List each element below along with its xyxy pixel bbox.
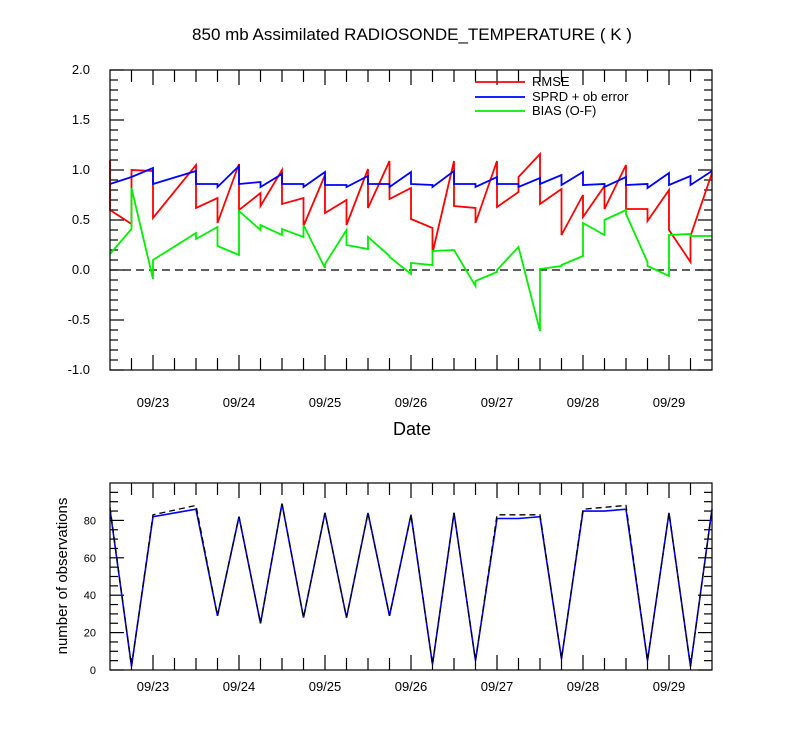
series-line-bias-o-f bbox=[109, 187, 712, 332]
x-axis-label: Date bbox=[393, 419, 431, 439]
x-tick-label: 09/23 bbox=[137, 395, 170, 410]
series-line-sprd-ob-error bbox=[109, 163, 713, 190]
x-tick-label: 09/25 bbox=[309, 395, 342, 410]
y-tick-label: 0.5 bbox=[72, 212, 90, 227]
y-tick-label: -1.0 bbox=[68, 362, 90, 377]
y-tick-label: 40 bbox=[84, 590, 96, 602]
y-tick-label: 2.0 bbox=[72, 62, 90, 77]
y-tick-label: 1.0 bbox=[72, 162, 90, 177]
top-chart-frame bbox=[109, 69, 713, 371]
y-tick-label: -0.5 bbox=[68, 312, 90, 327]
series-line-rmse bbox=[109, 151, 713, 265]
top-chart-tick-labels: 09/23 09/24 09/25 09/26 09/27 09/28 09/29 -1.0 -… bbox=[68, 62, 686, 410]
y-tick-label: 20 bbox=[84, 628, 96, 640]
y-tick-label: 60 bbox=[84, 553, 96, 565]
series-line-possible bbox=[109, 503, 713, 667]
x-tick-label: 09/26 bbox=[395, 679, 428, 694]
x-tick-label: 09/23 bbox=[137, 679, 170, 694]
bottom-chart-tick-labels: 09/23 09/24 09/25 09/26 09/27 09/28 09/29 0 20 40… bbox=[84, 515, 686, 694]
top-chart-series bbox=[109, 151, 713, 332]
legend: RMSE SPRD + ob error BIAS (O-F) bbox=[475, 74, 629, 118]
legend-label-sprd: SPRD + ob error bbox=[532, 89, 629, 104]
top-chart-ticks bbox=[110, 69, 712, 371]
bottom-chart-series bbox=[109, 503, 713, 667]
x-tick-label: 09/28 bbox=[567, 395, 600, 410]
legend-label-rmse: RMSE bbox=[532, 74, 570, 89]
legend-label-bias: BIAS (O-F) bbox=[532, 103, 596, 118]
x-tick-label: 09/29 bbox=[653, 395, 686, 410]
y-axis-label-observations: number of observations bbox=[54, 498, 71, 655]
x-tick-label: 09/28 bbox=[567, 679, 600, 694]
x-tick-label: 09/24 bbox=[223, 679, 256, 694]
y-tick-label: 1.5 bbox=[72, 112, 90, 127]
y-tick-label: 80 bbox=[84, 515, 96, 527]
x-tick-label: 09/27 bbox=[481, 679, 514, 694]
bottom-chart-ticks bbox=[110, 483, 712, 671]
x-tick-label: 09/27 bbox=[481, 395, 514, 410]
chart-title: 850 mb Assimilated RADIOSONDE_TEMPERATUR… bbox=[192, 25, 632, 44]
x-tick-label: 09/25 bbox=[309, 679, 342, 694]
x-tick-label: 09/24 bbox=[223, 395, 256, 410]
x-tick-label: 09/26 bbox=[395, 395, 428, 410]
y-tick-label: 0.0 bbox=[72, 262, 90, 277]
y-tick-label: 0 bbox=[90, 665, 96, 677]
x-tick-label: 09/29 bbox=[653, 679, 686, 694]
bottom-chart-frame bbox=[109, 482, 713, 671]
